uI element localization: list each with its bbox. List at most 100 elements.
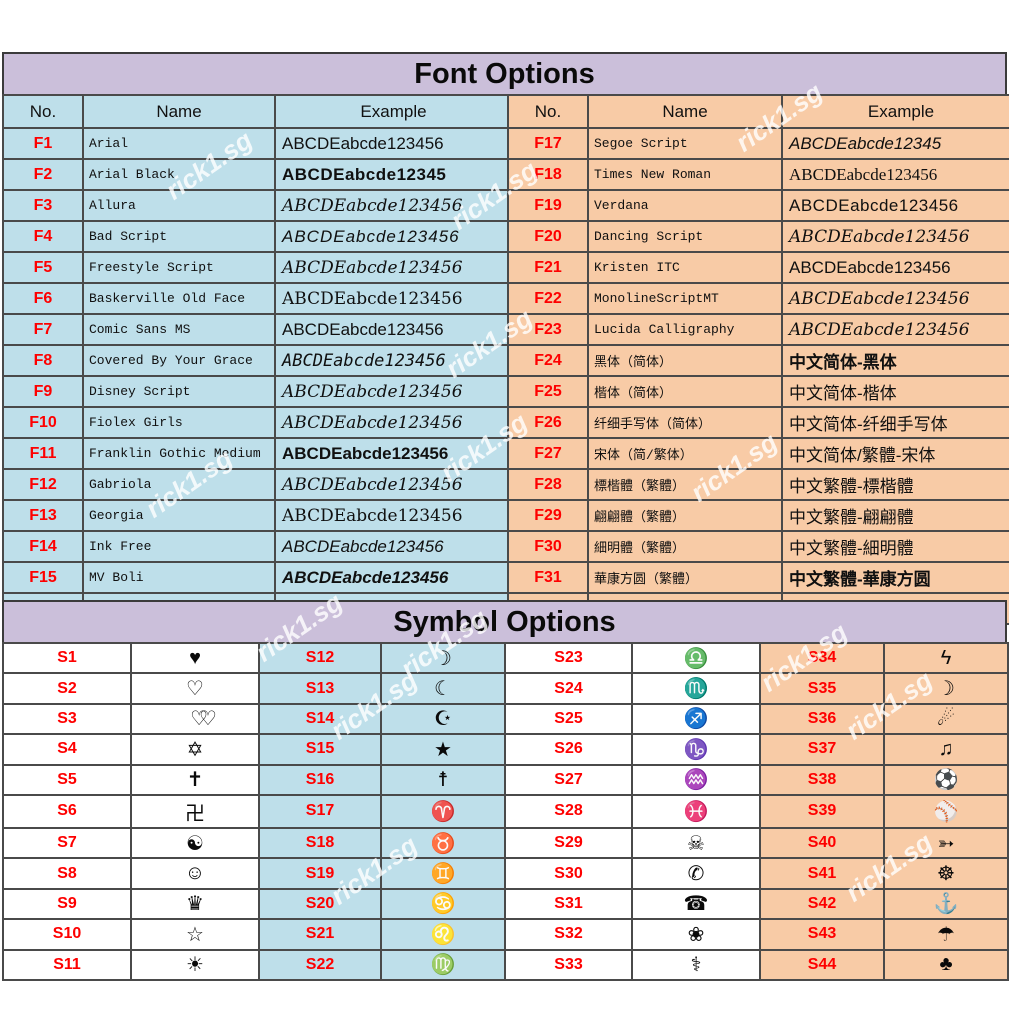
symbol-row: S5 ✝ S16 ☨ S27 ♒ S38 ⚽	[2, 763, 1009, 796]
font-row: F14 Ink Free ABCDEabcde123456	[2, 530, 513, 563]
symbol-no: S16	[258, 763, 382, 796]
font-example: ABCDEabcde123456	[274, 189, 513, 222]
font-row: F31 華康方圆（繁體） 中文繁體-華康方圆	[507, 561, 1009, 594]
symbol-row: S8 ☺ S19 ♊ S30 ✆ S41 ☸	[2, 857, 1009, 890]
font-row: F26 纤细手写体（简体） 中文简体-纤细手写体	[507, 406, 1009, 439]
font-example: ABCDEabcde123456	[781, 189, 1009, 222]
symbol-row: S7 ☯ S18 ♉ S29 ☠ S40 ➳	[2, 826, 1009, 860]
font-name: Comic Sans MS	[82, 313, 276, 346]
font-example: ABCDEabcde123456	[274, 127, 513, 160]
symbol-no: S36	[759, 702, 885, 736]
symbol-options-header: Symbol Options	[2, 600, 1007, 644]
font-row: F25 楷体（简体） 中文简体-楷体	[507, 375, 1009, 408]
symbol-row: S1 ♥ S12 ☽ S23 ♎ S34 ϟ	[2, 641, 1009, 675]
font-name: 翩翩體（繁體）	[587, 499, 783, 532]
symbol-row: S3 ♡♡ S14 ☪ S25 ♐ S36 ☄	[2, 702, 1009, 736]
font-name: Fiolex Girls	[82, 406, 276, 439]
yin-yang-icon: ☯	[186, 832, 204, 855]
font-name: 標楷體（繁體）	[587, 468, 783, 501]
font-name: Bad Script	[82, 220, 276, 253]
pisces-icon: ♓	[683, 800, 709, 823]
font-no: F8	[2, 344, 84, 377]
font-no: F10	[2, 406, 84, 439]
symbol-row: S2 ♡ S13 ☾ S24 ♏ S35 ☽	[2, 672, 1009, 705]
font-example: ABCDEabcde12345	[781, 127, 1009, 160]
font-name: Gabriola	[82, 468, 276, 501]
symbol-no: S44	[759, 948, 885, 981]
ship-wheel-icon: ☸	[937, 863, 955, 886]
font-no: F18	[507, 158, 589, 191]
symbol-no: S27	[504, 763, 633, 796]
font-no: F2	[2, 158, 84, 191]
font-table-right: No. Name Example F17 Segoe Script ABCDEabc…	[507, 94, 1009, 625]
font-name: Kristen ITC	[587, 251, 783, 284]
font-no: F26	[507, 406, 589, 439]
font-name: Franklin Gothic Medium	[82, 437, 276, 470]
symbol-row: S9 ♛ S20 ♋ S31 ☎ S42 ⚓	[2, 887, 1009, 921]
font-no: F6	[2, 282, 84, 315]
symbol-row: S10 ☆ S21 ♌ S32 ❀ S43 ☂	[2, 918, 1009, 951]
font-name: Covered By Your Grace	[82, 344, 276, 377]
font-row: F24 黑体（简体） 中文简体-黑体	[507, 344, 1009, 377]
font-name: 纤细手写体（简体）	[587, 406, 783, 439]
font-no: F31	[507, 561, 589, 594]
latin-cross-icon: ✝	[186, 769, 204, 792]
symbol-no: S14	[258, 702, 382, 736]
font-options-header: Font Options	[2, 52, 1007, 96]
symbol-options-title: Symbol Options	[393, 605, 616, 638]
font-no: F28	[507, 468, 589, 501]
font-example: 中文繁體-翩翩體	[781, 499, 1009, 532]
font-row: F1 Arial ABCDEabcde123456	[2, 127, 513, 160]
leo-icon: ♌	[430, 923, 456, 946]
symbol-no: S29	[504, 826, 633, 860]
font-name: MonolineScriptMT	[587, 282, 783, 315]
font-no: F17	[507, 127, 589, 160]
font-name: Disney Script	[82, 375, 276, 408]
capricorn-icon: ♑	[683, 738, 709, 761]
symbol-no: S10	[2, 918, 132, 951]
soccer-ball-icon: ⚽	[933, 769, 959, 792]
font-no: F22	[507, 282, 589, 315]
font-row: F21 Kristen ITC ABCDEabcde123456	[507, 251, 1009, 284]
skull-crossbones-icon: ☠	[687, 832, 705, 855]
font-row: F20 Dancing Script ABCDEabcde123456	[507, 220, 1009, 253]
flower-icon: ❀	[687, 923, 705, 946]
symbol-no: S38	[759, 763, 885, 796]
font-example: ABCDEabcde123456	[274, 561, 513, 594]
column-header-no: No.	[2, 94, 84, 129]
sagittarius-icon: ♐	[683, 708, 709, 731]
font-table-left: No. Name Example F1 Arial ABCDEabcde123456…	[2, 94, 513, 625]
font-no: F14	[2, 530, 84, 563]
font-name: Verdana	[587, 189, 783, 222]
symbol-no: S40	[759, 826, 885, 860]
font-no: F30	[507, 530, 589, 563]
black-crescent-moon-icon: ☽	[434, 647, 452, 670]
font-options-title: Font Options	[414, 57, 595, 90]
black-crescent-moon-icon: ☽	[937, 678, 955, 701]
aries-icon: ♈	[430, 800, 456, 823]
font-name: Georgia	[82, 499, 276, 532]
font-example: 中文简体-纤细手写体	[781, 406, 1009, 439]
comet-spark-icon: ☄	[937, 708, 955, 731]
symbol-row: S11 ☀ S22 ♍ S33 ⚕ S44 ♣	[2, 948, 1009, 981]
font-row: F9 Disney Script ABCDEabcde123456	[2, 375, 513, 408]
font-example: ABCDEabcde123456	[274, 468, 513, 501]
font-example: 中文繁體-標楷體	[781, 468, 1009, 501]
taurus-icon: ♉	[430, 832, 456, 855]
font-row: F19 Verdana ABCDEabcde123456	[507, 189, 1009, 222]
smiley-face-icon: ☺	[184, 862, 206, 885]
font-no: F20	[507, 220, 589, 253]
column-header-name: Name	[587, 94, 783, 129]
black-star-icon: ★	[434, 738, 452, 761]
symbol-no: S30	[504, 857, 633, 890]
baseball-icon: ⚾	[933, 800, 959, 823]
font-example: 中文繁體-細明體	[781, 530, 1009, 563]
double-hearts-icon: ♡♡	[190, 708, 217, 731]
font-example: ABCDEabcde123456	[274, 375, 513, 408]
symbol-no: S23	[504, 641, 633, 675]
font-row: F30 細明體（繁體） 中文繁體-細明體	[507, 530, 1009, 563]
column-header-name: Name	[82, 94, 276, 129]
symbol-no: S19	[258, 857, 382, 890]
font-example: 中文简体/繁體-宋体	[781, 437, 1009, 470]
white-heart-icon: ♡	[186, 678, 204, 701]
